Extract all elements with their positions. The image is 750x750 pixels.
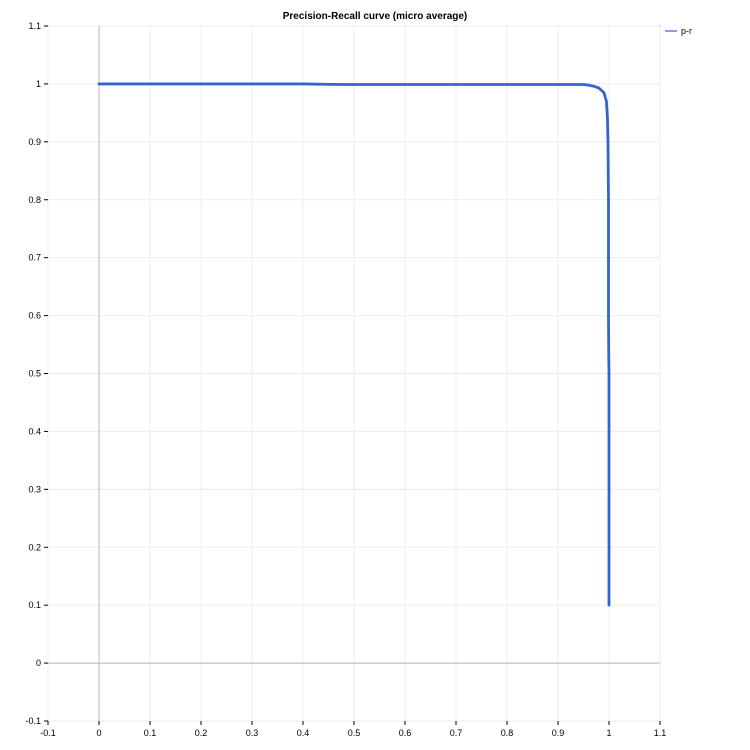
series-line-p-r bbox=[97, 82, 611, 607]
series-point bbox=[607, 198, 610, 201]
series-point bbox=[352, 83, 356, 86]
y-tick-label: 1.1 bbox=[28, 21, 41, 31]
legend-label-p-r: p-r bbox=[681, 26, 692, 36]
series-point bbox=[403, 83, 407, 86]
zero-axis-lines bbox=[48, 26, 660, 721]
y-tick-label: 0.3 bbox=[28, 484, 41, 494]
x-tick-label: 0.6 bbox=[399, 728, 412, 738]
y-tick-label: 0.1 bbox=[28, 600, 41, 610]
x-tick-label: 0.1 bbox=[144, 728, 157, 738]
y-tick-label: -0.1 bbox=[25, 716, 41, 726]
x-tick-label: 0 bbox=[96, 728, 101, 738]
series-point bbox=[505, 83, 509, 86]
series-point bbox=[556, 83, 560, 86]
series-point bbox=[148, 82, 152, 86]
series-point bbox=[602, 91, 606, 94]
y-tick-label: 0.9 bbox=[28, 137, 41, 147]
series-point bbox=[605, 100, 608, 103]
series-point bbox=[337, 83, 340, 86]
y-tick-label: 0.7 bbox=[28, 253, 41, 263]
series-point bbox=[607, 488, 611, 491]
y-tick-label: 0.6 bbox=[28, 311, 41, 321]
series-point bbox=[587, 83, 590, 87]
y-tick-label: 1 bbox=[36, 79, 41, 89]
series-point bbox=[607, 354, 610, 358]
y-tick-label: 0 bbox=[36, 658, 41, 668]
series-point bbox=[250, 82, 254, 86]
y-axis-ticks: 1.1 1 0.9 0.8 0.7 0.6 0.5 0.4 0.3 0.2 0.1 0 -0.1 bbox=[25, 21, 48, 726]
series-point bbox=[97, 82, 101, 86]
series-point bbox=[606, 117, 609, 120]
x-tick-label: 1 bbox=[606, 728, 611, 738]
series-point bbox=[607, 314, 610, 317]
x-tick-label: -0.1 bbox=[40, 728, 56, 738]
x-tick-label: 0.8 bbox=[501, 728, 514, 738]
series-point bbox=[199, 82, 203, 86]
x-tick-label: 0.5 bbox=[348, 728, 361, 738]
series-point bbox=[592, 85, 595, 88]
x-tick-label: 1.1 bbox=[654, 728, 667, 738]
legend: p-r bbox=[665, 26, 692, 36]
chart-title: Precision-Recall curve (micro average) bbox=[283, 11, 468, 22]
y-tick-label: 0.2 bbox=[28, 542, 41, 552]
series-point bbox=[582, 83, 585, 86]
series-point bbox=[607, 430, 611, 433]
y-tick-label: 0.5 bbox=[28, 369, 41, 379]
series-point bbox=[301, 82, 305, 86]
x-axis-ticks: -0.1 0 0.1 0.2 0.3 0.4 0.5 0.6 0.7 0.8 0.9 1 1.1 bbox=[40, 721, 666, 738]
series-layer bbox=[97, 82, 611, 607]
y-tick-label: 0.4 bbox=[28, 426, 41, 436]
x-tick-label: 0.7 bbox=[450, 728, 463, 738]
x-tick-label: 0.3 bbox=[246, 728, 259, 738]
series-point bbox=[597, 86, 600, 90]
y-tick-label: 0.8 bbox=[28, 195, 41, 205]
x-tick-label: 0.4 bbox=[297, 728, 310, 738]
series-point bbox=[607, 256, 610, 259]
series-point bbox=[607, 603, 611, 607]
series-point bbox=[606, 140, 610, 144]
x-tick-label: 0.2 bbox=[195, 728, 208, 738]
series-point bbox=[607, 546, 611, 549]
series-point bbox=[454, 83, 458, 86]
series-point bbox=[607, 372, 611, 375]
x-tick-label: 0.9 bbox=[552, 728, 565, 738]
